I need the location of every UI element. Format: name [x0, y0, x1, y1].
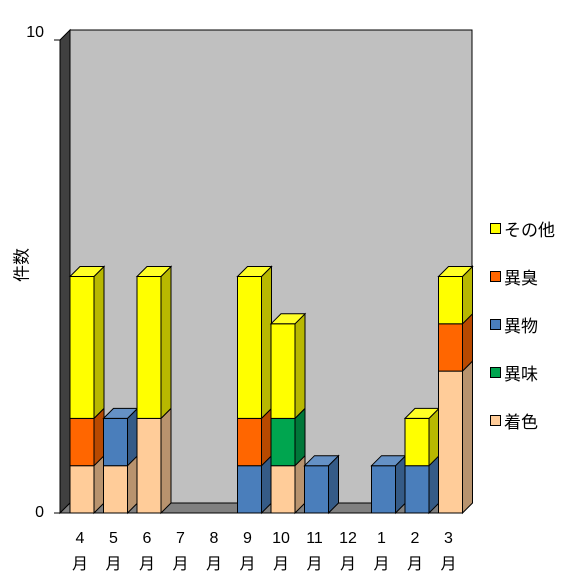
- bar-top-12: [437, 266, 474, 277]
- legend-item-other: その他: [490, 216, 555, 241]
- x-tick-unit-2: 月: [105, 554, 121, 573]
- legend-swatch-taste: [490, 366, 501, 378]
- bar-segment-6-3: [237, 407, 272, 467]
- legend-label-odor: 異臭: [504, 268, 538, 289]
- legend-item-foreign-matter: 異物: [490, 312, 538, 337]
- x-tick-unit-11: 月: [407, 554, 423, 573]
- bar-side: [160, 265, 172, 420]
- bar-front: [438, 323, 463, 372]
- bar-front: [438, 276, 463, 325]
- bar-front: [69, 417, 95, 467]
- legend-swatch-other: [490, 222, 501, 234]
- bar-segment-3-0: [136, 407, 172, 515]
- bar-segment-1-4: [69, 265, 105, 420]
- bar-front: [237, 465, 262, 514]
- bar-segment-12-4: [438, 265, 473, 326]
- bar-segment-6-4: [237, 265, 272, 420]
- bar-front: [404, 465, 430, 514]
- legend-label-taste: 異味: [504, 364, 538, 385]
- bar-front: [404, 417, 430, 467]
- x-tick-unit-6: 月: [239, 554, 255, 573]
- x-tick-unit-7: 月: [273, 554, 289, 573]
- x-tick-unit-9: 月: [340, 554, 356, 573]
- bar-front: [103, 417, 128, 467]
- bar-segment-12-0: [438, 359, 473, 515]
- bar-side: [261, 265, 272, 420]
- bar-segment-7-4: [270, 312, 306, 420]
- bar-segment-6-2: [237, 454, 272, 515]
- y-tick-label-zero: 0: [35, 504, 44, 521]
- bar-segment-3-4: [136, 265, 172, 420]
- x-tick-unit-8: 月: [306, 554, 322, 573]
- bar-front: [237, 276, 262, 419]
- bar-segment-2-0: [103, 454, 138, 515]
- bar-front: [438, 370, 463, 514]
- x-tick-label-4: 7: [176, 530, 185, 547]
- bar-segment-1-0: [69, 454, 105, 515]
- x-tick-label-12: 3: [444, 530, 453, 547]
- x-tick-unit-10: 月: [373, 554, 389, 573]
- bar-front: [69, 465, 95, 514]
- side-wall: [59, 28, 71, 515]
- legend-item-coloring: 着色: [490, 408, 538, 433]
- legend-swatch-odor: [490, 270, 501, 282]
- bar-side: [294, 312, 306, 420]
- bar-side: [93, 265, 105, 420]
- legend-item-taste: 異味: [490, 360, 538, 385]
- x-tick-label-8: 11: [306, 530, 323, 547]
- bar-segment-12-3: [438, 312, 473, 373]
- x-axis-ticks: 4 月 5 月 6 月 7 月 8 月 9 月 10 月 11 月 12 月 1 月 2 月 3 月: [72, 530, 457, 573]
- bar-front: [136, 417, 162, 514]
- legend-label-other: その他: [504, 220, 555, 241]
- bar-segment-10-2: [371, 454, 406, 515]
- bar-front: [69, 276, 95, 419]
- bar-side: [160, 407, 172, 515]
- x-tick-unit-1: 月: [72, 554, 88, 573]
- bar-front: [304, 465, 329, 514]
- bar-top-1: [68, 266, 106, 277]
- x-tick-label-7: 10: [272, 530, 290, 547]
- bar-top-6: [236, 266, 273, 277]
- bar-top-8: [303, 455, 340, 467]
- x-tick-unit-12: 月: [440, 554, 456, 573]
- legend-label-coloring: 着色: [504, 412, 538, 433]
- x-tick-label-3: 6: [143, 530, 152, 547]
- bar-front: [136, 276, 162, 419]
- bar-segment-8-2: [304, 454, 339, 515]
- x-tick-label-11: 2: [411, 530, 420, 547]
- bar-side: [462, 359, 473, 515]
- x-tick-label-2: 5: [109, 530, 118, 547]
- legend-swatch-coloring: [490, 414, 501, 426]
- x-tick-label-10: 1: [377, 530, 386, 547]
- y-tick-label-max: 10: [26, 24, 44, 41]
- bar-segment-7-0: [270, 454, 306, 515]
- bar-front: [270, 323, 296, 419]
- bar-front: [270, 465, 296, 514]
- bar-front: [371, 465, 396, 514]
- x-tick-unit-3: 月: [139, 554, 155, 573]
- x-tick-label-1: 4: [76, 530, 85, 547]
- x-tick-unit-4: 月: [172, 554, 188, 573]
- legend-item-odor: 異臭: [490, 264, 538, 289]
- x-tick-unit-5: 月: [206, 554, 222, 573]
- legend-label-foreign-matter: 異物: [504, 316, 538, 337]
- bar-front: [103, 465, 128, 514]
- x-tick-label-5: 8: [210, 530, 219, 547]
- x-tick-label-6: 9: [243, 530, 252, 547]
- y-axis-title: 件数: [12, 248, 33, 282]
- bar-top-7: [269, 313, 307, 325]
- bar-front: [270, 417, 296, 467]
- bar-segment-11-2: [404, 454, 440, 515]
- y-axis-ticks: 10 0: [26, 24, 44, 521]
- bar-segment-2-2: [103, 407, 138, 467]
- legend-swatch-foreign-matter: [490, 318, 501, 330]
- bars-group: [68, 265, 474, 515]
- x-tick-label-9: 12: [339, 530, 357, 547]
- bar-top-3: [135, 266, 173, 277]
- bar-segment-1-3: [69, 407, 105, 467]
- bar-front: [237, 417, 262, 467]
